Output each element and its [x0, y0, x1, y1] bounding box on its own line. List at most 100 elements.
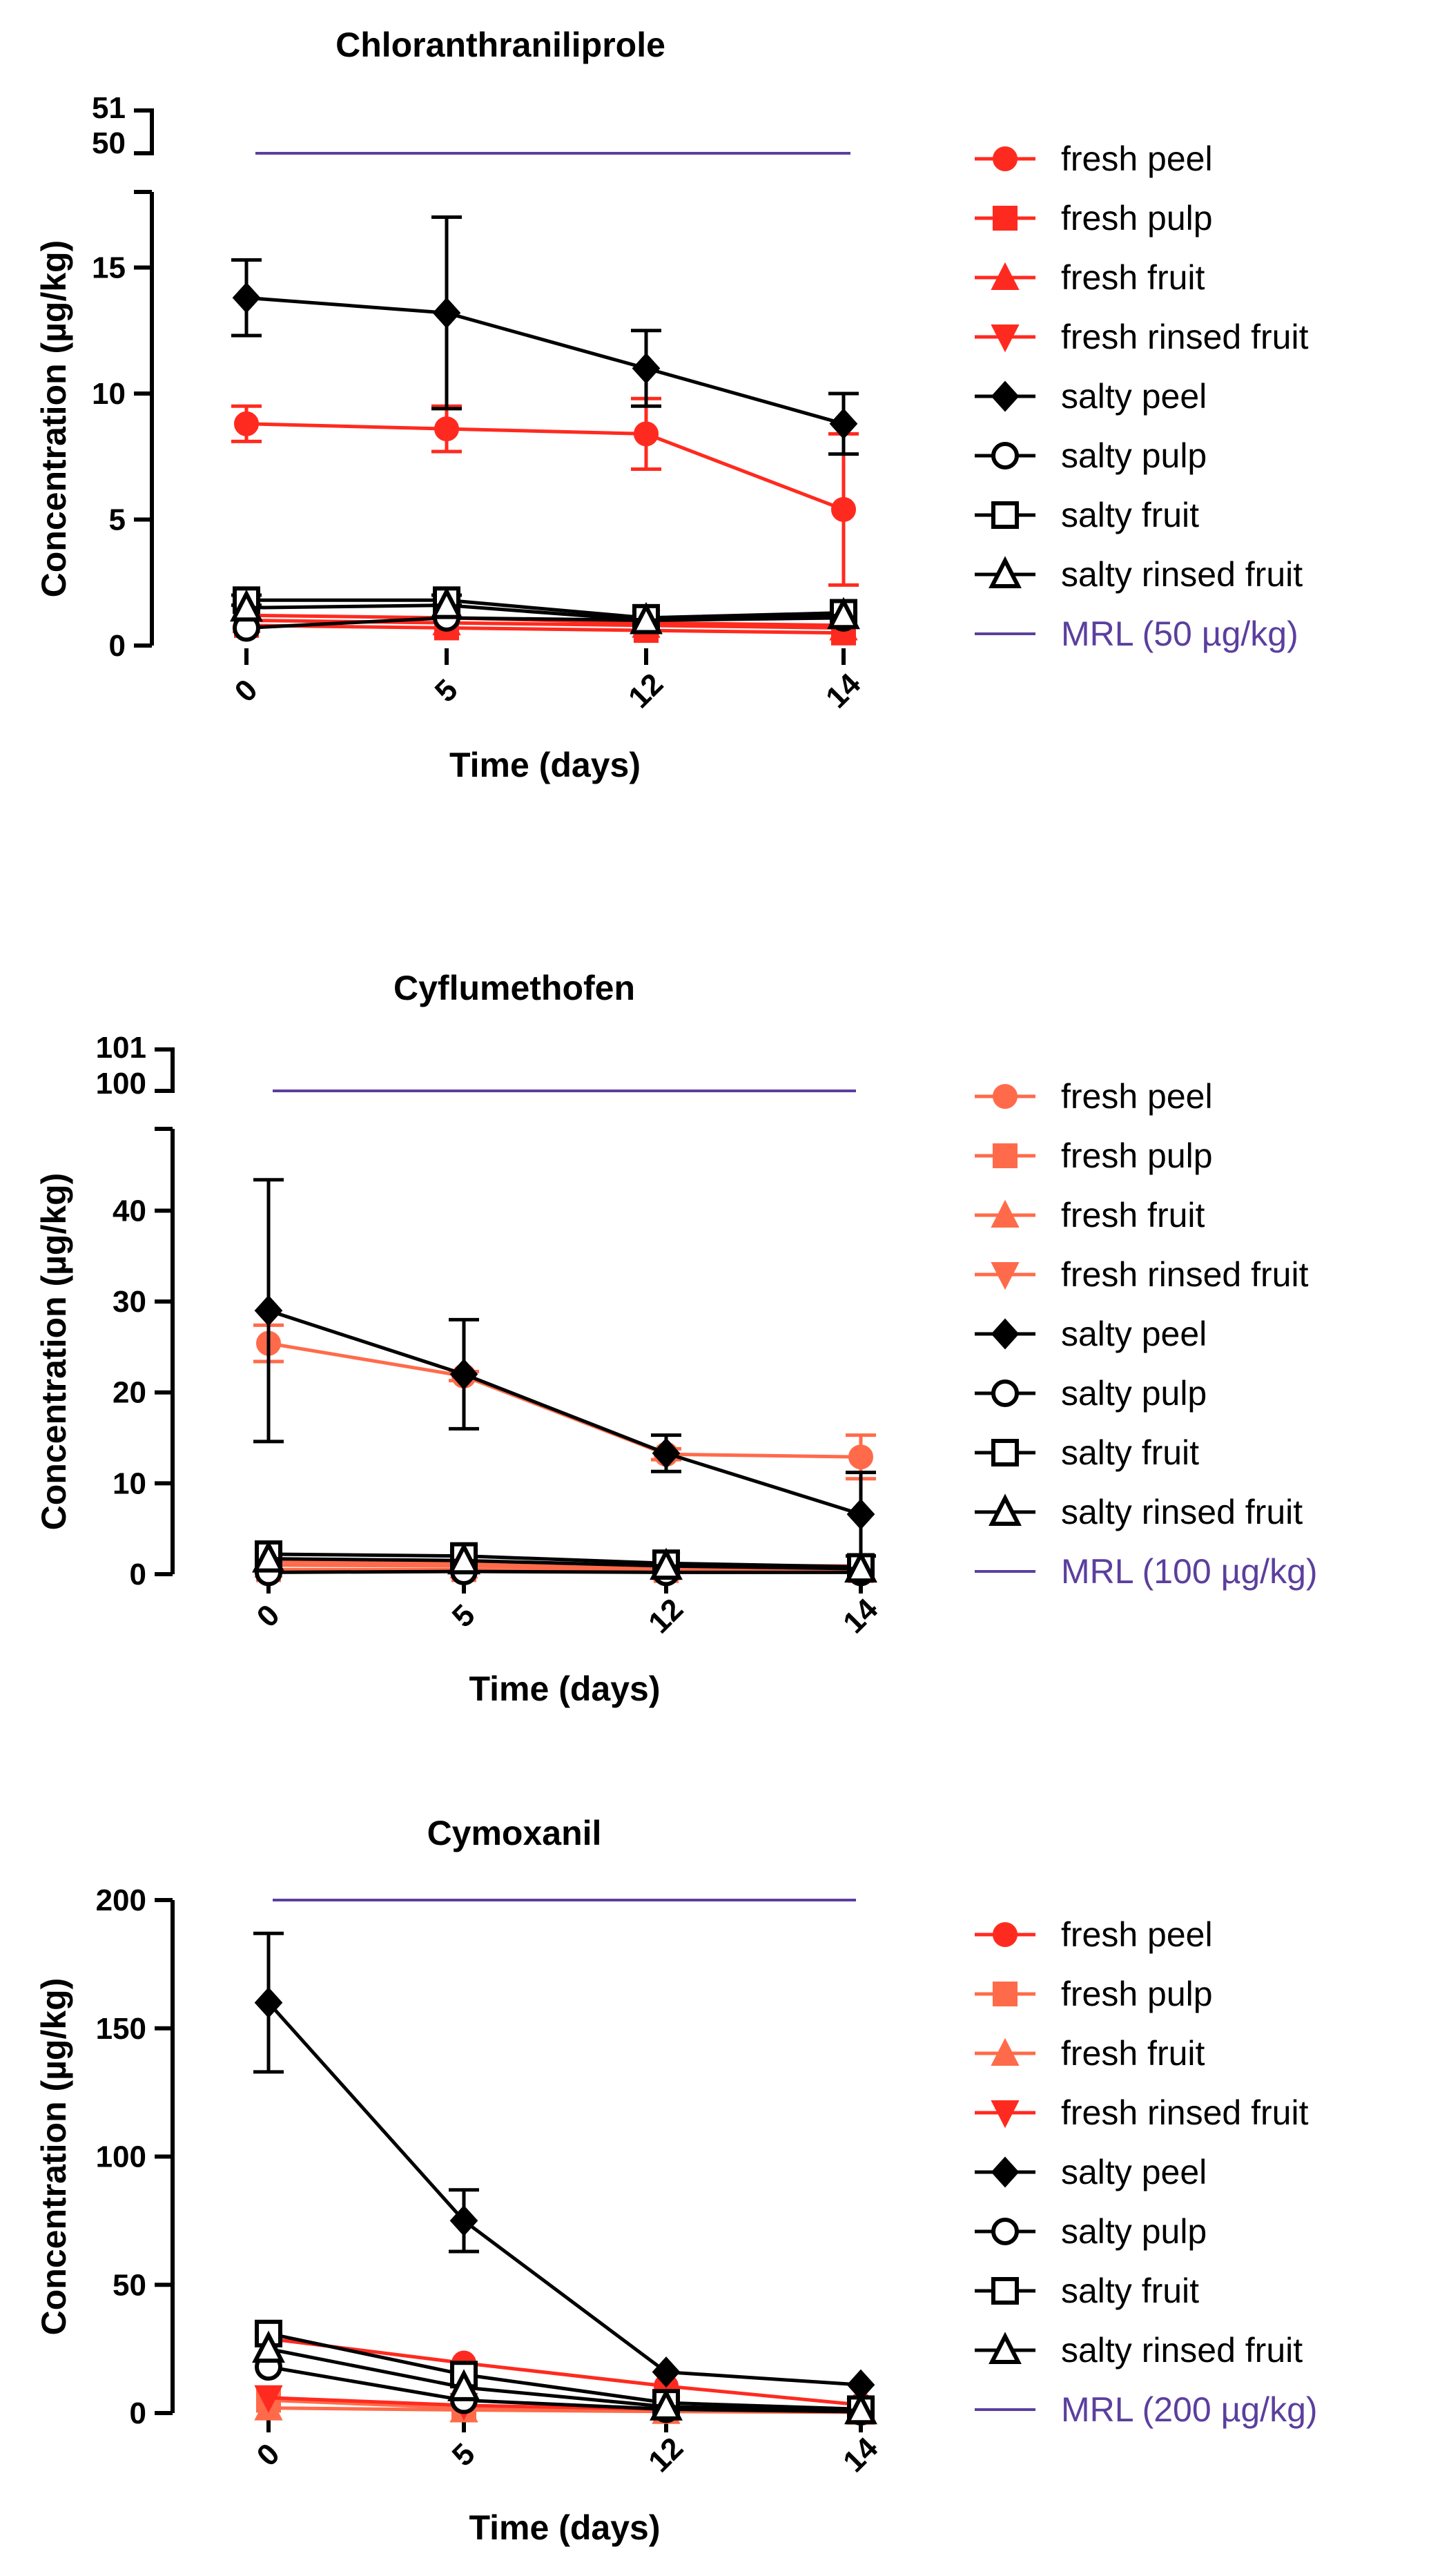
- legend-label: fresh pulp: [1061, 1975, 1213, 2013]
- x-tick-label: 0: [251, 2437, 286, 2473]
- legend-marker: [991, 262, 1020, 290]
- y-tick-label: 200: [96, 1883, 146, 1917]
- legend-item: fresh peel: [975, 1915, 1213, 1954]
- legend-item: salty pulp: [975, 1374, 1207, 1413]
- series-salty-rinsed-fruit: [252, 1540, 877, 1583]
- series-fresh-peel: [253, 1323, 876, 1481]
- legend-item: salty peel: [975, 377, 1207, 416]
- data-point: [652, 2356, 681, 2388]
- series-line: [246, 623, 844, 635]
- legend-item: fresh rinsed fruit: [975, 1255, 1309, 1294]
- data-series-group: [252, 1931, 877, 2427]
- series-line: [268, 1569, 861, 1574]
- legend-marker: [993, 146, 1018, 171]
- data-point: [252, 2330, 285, 2363]
- legend-label: fresh pulp: [1061, 1136, 1213, 1175]
- data-point: [449, 2205, 478, 2236]
- y-break-tick-label: 50: [92, 126, 126, 160]
- legend-marker: [991, 2156, 1020, 2188]
- data-point: [634, 421, 659, 447]
- legend-marker: [991, 2277, 1019, 2305]
- legend-item: salty rinsed fruit: [975, 555, 1303, 594]
- legend-label-mrl: MRL (200 µg/kg): [1061, 2390, 1318, 2429]
- data-point: [831, 496, 856, 522]
- legend-label: fresh fruit: [1061, 1196, 1205, 1234]
- legend-label: salty rinsed fruit: [1061, 555, 1303, 594]
- legend: fresh peel fresh pulp fresh fruit fresh rin…: [975, 139, 1309, 653]
- x-tick-label: 12: [622, 667, 670, 715]
- legend-marker: [989, 1493, 1022, 1526]
- data-point: [844, 2392, 877, 2425]
- legend-item: fresh rinsed fruit: [975, 318, 1309, 356]
- x-tick-label: 14: [837, 2431, 885, 2479]
- legend-item: salty rinsed fruit: [975, 1493, 1303, 1531]
- data-series-group: [230, 215, 860, 646]
- data-point: [432, 297, 461, 329]
- legend-item-mrl: MRL (200 µg/kg): [975, 2390, 1318, 2429]
- data-point: [632, 353, 661, 384]
- series-salty-peel: [231, 215, 859, 456]
- x-axis-label: Time (days): [469, 2508, 661, 2547]
- legend-marker: [993, 1084, 1018, 1109]
- y-tick-label: 50: [113, 2268, 146, 2302]
- legend-label: salty rinsed fruit: [1061, 1493, 1303, 1531]
- legend-marker: [991, 2037, 1020, 2066]
- series-line: [268, 1557, 861, 1571]
- data-point: [846, 1498, 875, 1530]
- legend-item: salty fruit: [975, 1433, 1199, 1472]
- legend-marker: [993, 1143, 1018, 1168]
- legend-label: salty pulp: [1061, 436, 1207, 475]
- legend: fresh peel fresh pulp fresh fruit fresh rin…: [975, 1077, 1318, 1591]
- y-tick-label: 150: [96, 2012, 146, 2046]
- legend-item: salty pulp: [975, 2212, 1207, 2251]
- legend-marker: [991, 1262, 1020, 1290]
- data-point: [447, 2369, 480, 2401]
- legend-item: salty fruit: [975, 496, 1199, 534]
- legend-marker: [993, 206, 1018, 231]
- y-tick-label: 15: [92, 251, 126, 285]
- y-break-tick-label: 100: [96, 1067, 146, 1101]
- data-point: [829, 408, 858, 440]
- legend-item: fresh fruit: [975, 2034, 1205, 2073]
- legend-item: salty peel: [975, 1315, 1207, 1353]
- y-break-tick-label: 101: [96, 1031, 146, 1065]
- series-line: [269, 1567, 861, 1573]
- x-axis-label: Time (days): [469, 1669, 661, 1708]
- series-line: [246, 598, 844, 620]
- series-salty-rinsed-fruit: [252, 2330, 877, 2425]
- legend-label: fresh peel: [1061, 139, 1213, 178]
- series-salty-peel: [253, 1931, 875, 2401]
- data-point: [650, 2388, 683, 2421]
- legend-marker: [989, 2332, 1022, 2364]
- legend-label: salty fruit: [1061, 1433, 1199, 1472]
- data-point: [232, 282, 261, 313]
- data-point: [254, 1987, 283, 2019]
- legend-label: fresh rinsed fruit: [1061, 1255, 1309, 1294]
- legend-label: fresh peel: [1061, 1077, 1213, 1116]
- legend-marker: [989, 556, 1022, 588]
- legend-item: fresh fruit: [975, 258, 1205, 297]
- legend-item: salty fruit: [975, 2272, 1199, 2310]
- x-tick-label: 0: [228, 673, 264, 709]
- data-point: [234, 411, 259, 436]
- series-line: [268, 1552, 861, 1569]
- legend: fresh peel fresh pulp fresh fruit fresh rin…: [975, 1915, 1318, 2429]
- legend-label: salty fruit: [1061, 2272, 1199, 2310]
- legend-label: fresh rinsed fruit: [1061, 2093, 1309, 2132]
- legend-marker: [991, 442, 1019, 469]
- legend-item-mrl: MRL (100 µg/kg): [975, 1552, 1318, 1591]
- y-break-tick-label: 51: [92, 91, 126, 125]
- series-line: [268, 2347, 861, 2412]
- y-tick-label: 100: [96, 2140, 146, 2174]
- x-tick-label: 14: [819, 667, 868, 715]
- data-point: [434, 416, 459, 442]
- x-tick-label: 5: [446, 2437, 482, 2473]
- legend-label-mrl: MRL (50 µg/kg): [1061, 614, 1298, 653]
- series-salty-peel: [253, 1178, 876, 1558]
- legend-item: salty peel: [975, 2153, 1207, 2191]
- y-tick-label: 5: [109, 503, 126, 537]
- y-tick-label: 10: [92, 377, 126, 411]
- x-tick-label: 12: [642, 1592, 690, 1640]
- legend-label: fresh fruit: [1061, 2034, 1205, 2073]
